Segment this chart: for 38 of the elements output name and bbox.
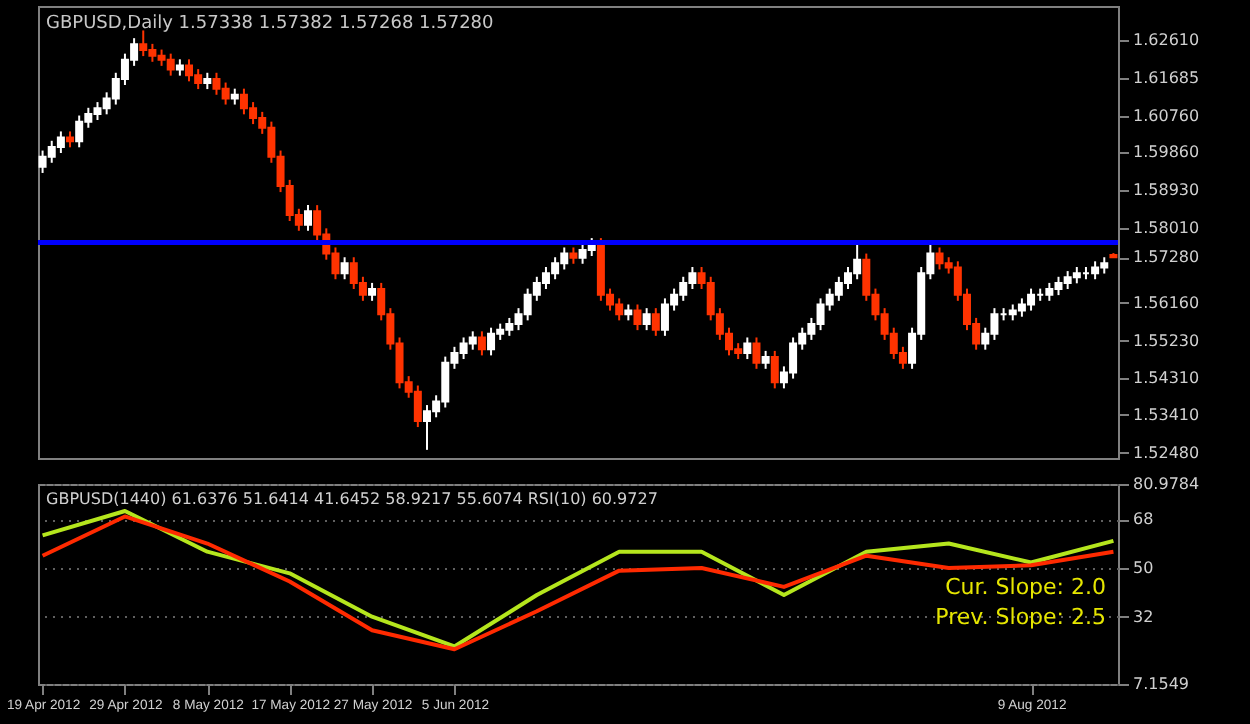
candlestick: [413, 384, 422, 429]
candlestick: [468, 330, 477, 351]
annotation: GBPUSD(1440) 61.6376 51.6414 41.6452 58.9217 55.6074 RSI(10) 60.9727: [46, 490, 658, 508]
candlestick: [770, 349, 779, 390]
y-tick-label: 1.56160: [1133, 293, 1200, 312]
y-tick-label: 68: [1133, 510, 1154, 529]
annotation: Cur. Slope: 2.0: [945, 574, 1106, 600]
candlestick: [340, 256, 349, 281]
y-tick-label: 1.62610: [1133, 31, 1200, 50]
candlestick: [139, 29, 148, 58]
y-tick-label: 1.59860: [1133, 143, 1200, 162]
candlestick: [166, 52, 175, 77]
annotation: Prev. Slope: 2.5: [935, 604, 1106, 630]
candlestick: [642, 307, 651, 332]
y-tick-label: 1.55230: [1133, 331, 1200, 350]
y-tick-label: 80.9784: [1133, 475, 1200, 493]
candlestick: [304, 204, 312, 232]
y-tick-label: 50: [1133, 558, 1154, 577]
y-tick-label: 1.60760: [1133, 106, 1200, 125]
candlestick: [477, 330, 486, 357]
candlestick: [743, 336, 752, 361]
y-tick-label: 1.54310: [1133, 369, 1200, 388]
candlestick: [487, 326, 496, 357]
candlestick: [75, 114, 84, 149]
y-tick-label: 32: [1133, 607, 1154, 626]
y-tick-label: 1.53410: [1133, 405, 1200, 424]
candlestick: [185, 58, 194, 83]
candlestick: [633, 303, 642, 332]
chart-title: GBPUSD,Daily 1.57338 1.57382 1.57268 1.57280: [46, 14, 495, 34]
y-tick-label: 1.58930: [1133, 181, 1200, 200]
y-tick-label: 1.52480: [1133, 443, 1200, 462]
candlestick: [752, 336, 761, 370]
y-tick-label: 7.1549: [1133, 675, 1189, 693]
candlestick: [651, 307, 660, 337]
y-tick-label: 1.57280: [1133, 248, 1200, 267]
y-tick-label: 1.58010: [1133, 218, 1200, 237]
y-tick-label: 1.61685: [1133, 68, 1200, 87]
candlestick: [56, 130, 65, 154]
